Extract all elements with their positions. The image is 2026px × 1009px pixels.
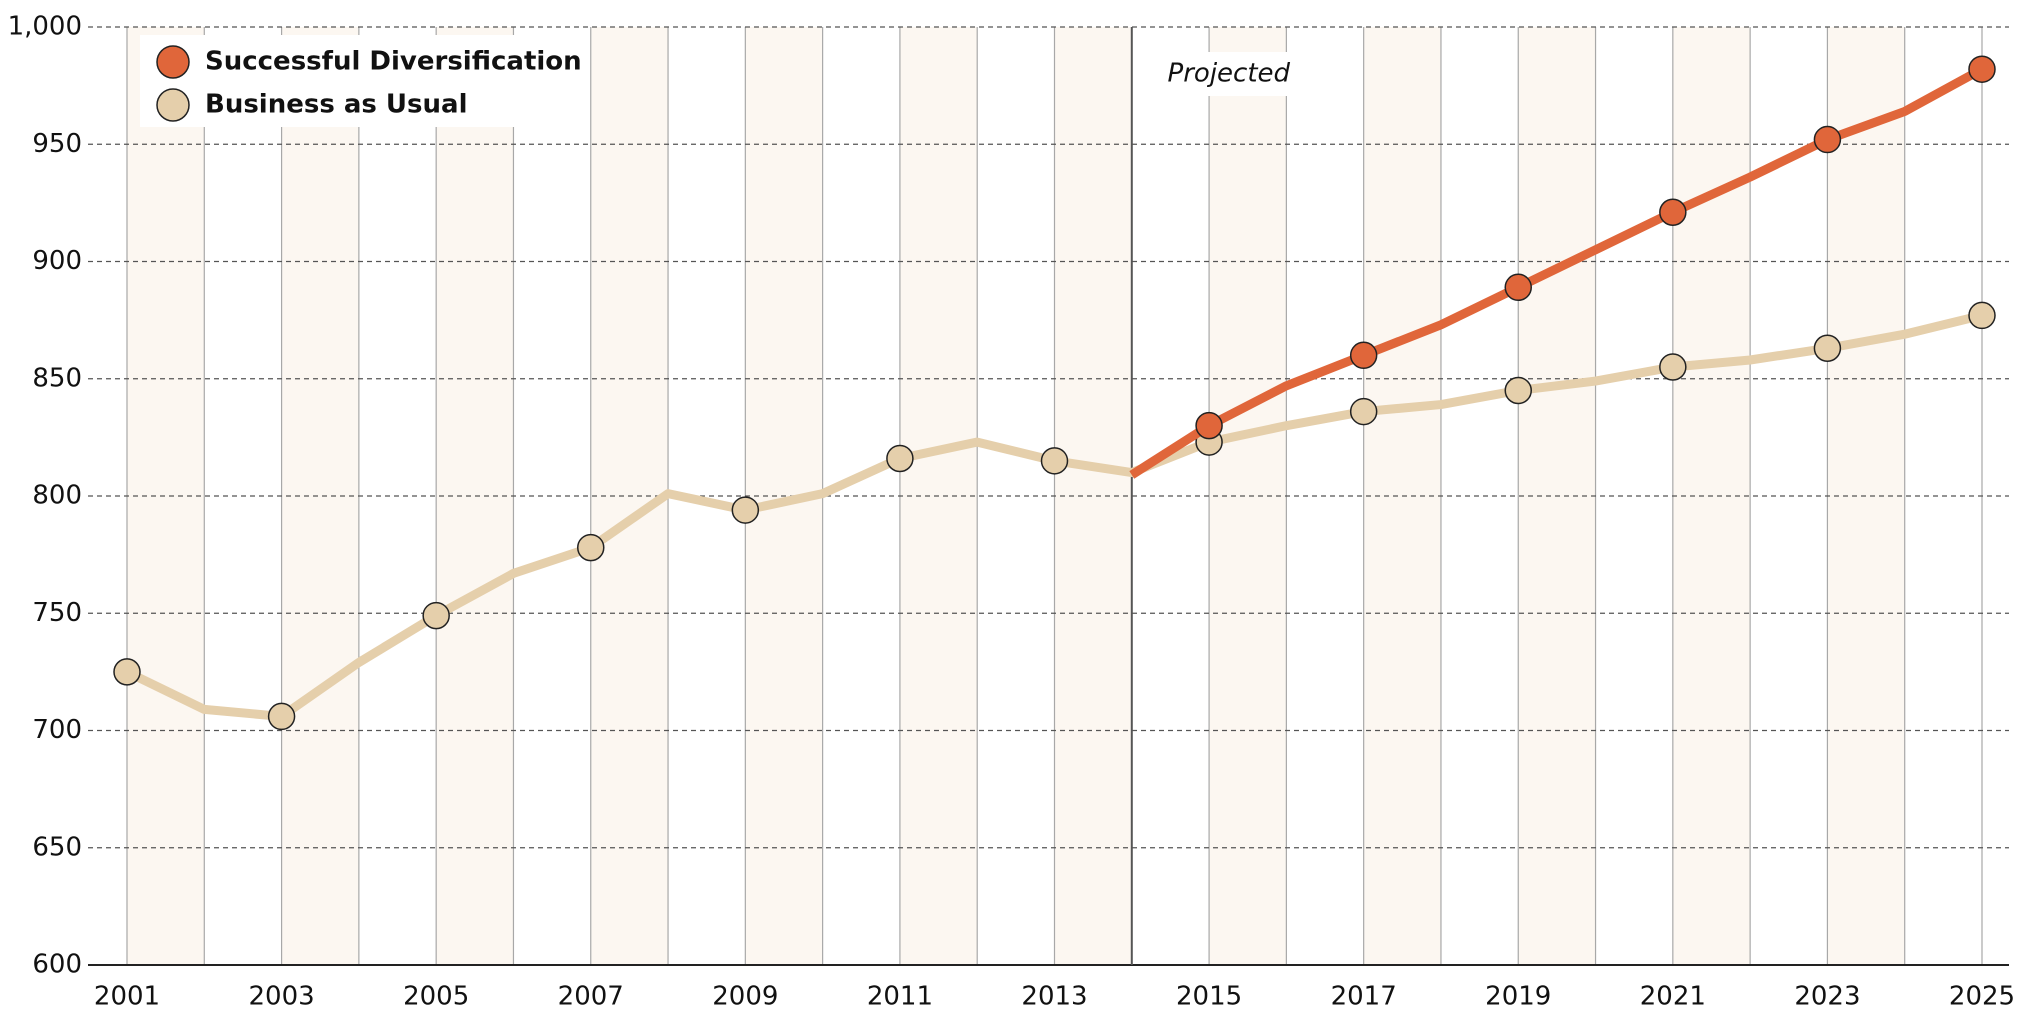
data-point bbox=[1813, 125, 1842, 154]
legend-box bbox=[140, 35, 560, 127]
data-point bbox=[577, 533, 605, 562]
data-point bbox=[1968, 301, 1996, 330]
band bbox=[281, 27, 359, 965]
data-point bbox=[1504, 273, 1532, 302]
legend-marker bbox=[156, 45, 190, 79]
x-tick-label: 2003 bbox=[248, 982, 314, 1009]
y-tick-label: 900 bbox=[32, 246, 82, 276]
legend-label: Successful Diversification bbox=[205, 47, 582, 77]
x-tick-label: 2007 bbox=[558, 982, 624, 1009]
annotation: Projected bbox=[1168, 59, 1291, 89]
data-point bbox=[1349, 341, 1378, 370]
x-tick-label: 2021 bbox=[1640, 982, 1706, 1009]
band bbox=[1827, 27, 1905, 965]
x-tick-label: 2019 bbox=[1485, 982, 1551, 1009]
data-point bbox=[1659, 353, 1687, 381]
band bbox=[127, 27, 205, 965]
data-point bbox=[267, 702, 296, 731]
annotation-box bbox=[1166, 52, 1292, 96]
y-tick-label: 950 bbox=[32, 129, 82, 159]
y-tick-label: 600 bbox=[32, 950, 82, 980]
data-point bbox=[886, 444, 914, 473]
y-tick-label: 800 bbox=[32, 481, 82, 511]
data-point bbox=[1195, 411, 1223, 440]
data-point bbox=[1040, 447, 1069, 475]
data-point bbox=[1504, 376, 1532, 405]
x-tick-label: 2013 bbox=[1021, 982, 1087, 1009]
legend-label: Business as Usual bbox=[205, 90, 468, 120]
data-point bbox=[1349, 397, 1378, 426]
data-point bbox=[422, 601, 450, 630]
band bbox=[1209, 27, 1287, 965]
data-point bbox=[1968, 55, 1996, 83]
x-tick-label: 2017 bbox=[1331, 982, 1397, 1009]
data-point bbox=[731, 496, 760, 524]
data-point bbox=[1813, 334, 1842, 363]
x-tick-label: 2001 bbox=[94, 982, 160, 1009]
y-tick-label: 700 bbox=[32, 715, 82, 745]
y-tick-label: 750 bbox=[32, 598, 82, 628]
x-tick-label: 2009 bbox=[712, 982, 778, 1009]
data-point bbox=[113, 658, 141, 686]
legend-marker bbox=[156, 88, 190, 122]
x-tick-label: 2023 bbox=[1794, 982, 1860, 1009]
data-point bbox=[1659, 198, 1687, 227]
y-tick-label: 1,000 bbox=[8, 12, 82, 42]
x-tick-label: 2005 bbox=[403, 982, 469, 1009]
x-tick-label: 2011 bbox=[867, 982, 933, 1009]
y-tick-label: 850 bbox=[32, 363, 82, 393]
band bbox=[1054, 27, 1132, 965]
y-tick-label: 650 bbox=[32, 832, 82, 862]
legend: Successful Diversification Business as Us… bbox=[140, 35, 582, 127]
x-tick-label: 2025 bbox=[1949, 982, 2015, 1009]
band bbox=[436, 27, 514, 965]
x-tick-label: 2015 bbox=[1176, 982, 1242, 1009]
